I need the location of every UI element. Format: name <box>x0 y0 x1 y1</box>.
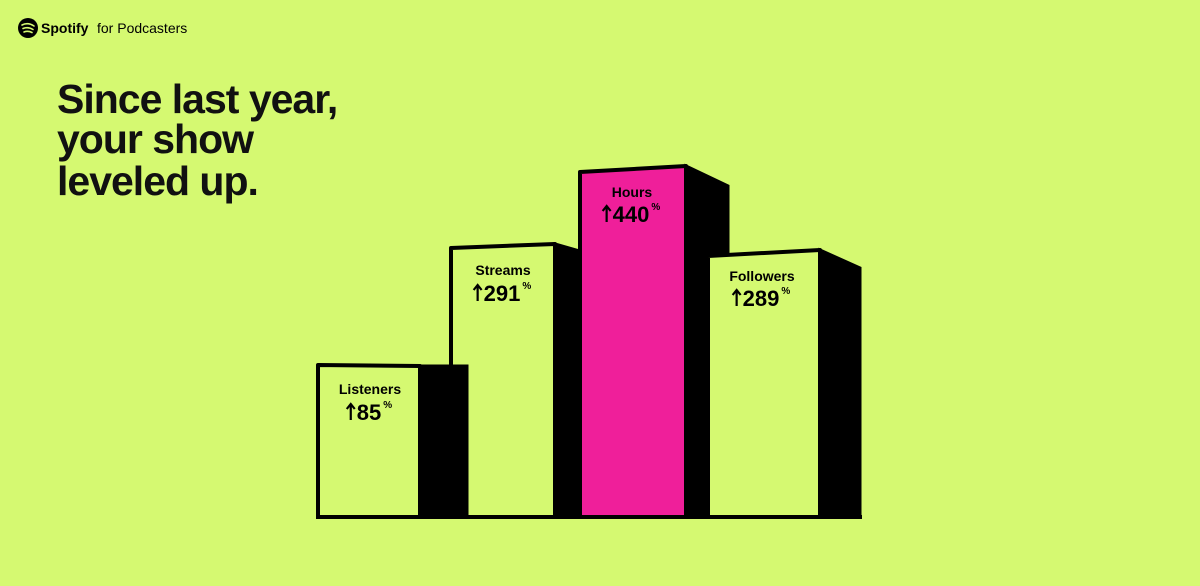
metric-label: Hours <box>612 184 653 200</box>
metric-value: 440 <box>613 202 650 227</box>
metric-unit: % <box>651 202 660 213</box>
metric-label: Listeners <box>339 381 401 397</box>
up-arrow <box>731 288 742 306</box>
metric-unit: % <box>383 400 392 411</box>
up-arrow <box>472 283 483 301</box>
brand: Spotify <box>41 20 89 36</box>
logo: Spotify for Podcasters <box>18 18 187 38</box>
up-arrow <box>345 402 356 420</box>
block-side <box>818 247 862 519</box>
headline-line: Since last year, <box>57 76 337 122</box>
block-listeners <box>316 363 469 519</box>
headline-line: leveled up. <box>57 158 258 204</box>
metric-unit: % <box>781 286 790 297</box>
headline-line: your show <box>57 116 254 162</box>
block-hours <box>578 163 730 519</box>
metric-label: Followers <box>729 268 795 284</box>
metric-unit: % <box>522 281 531 292</box>
metric-value: 85 <box>357 400 381 425</box>
up-arrow <box>601 204 612 222</box>
metric-labels: Listeners 85 % Streams 291 % Hours 440 % Follower… <box>339 184 795 425</box>
metric-value: 289 <box>743 286 780 311</box>
block-side <box>418 364 469 519</box>
metric-value: 291 <box>484 281 521 306</box>
metric-label: Streams <box>475 262 530 278</box>
brand-suffix: for Podcasters <box>97 20 187 36</box>
logo-waves <box>21 22 35 34</box>
